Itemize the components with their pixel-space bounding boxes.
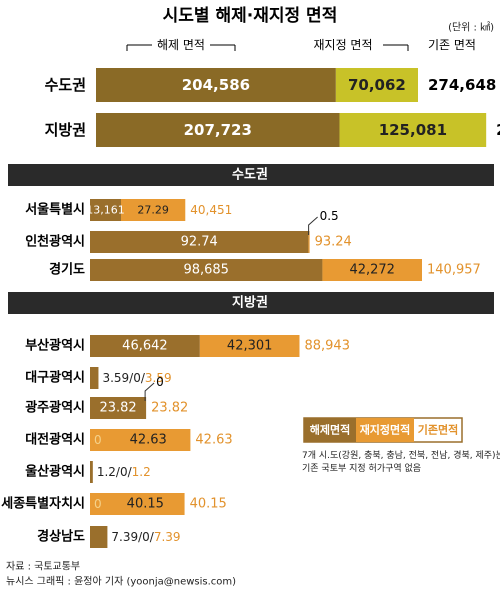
source-text: 자료 : 국토교통부: [6, 561, 80, 573]
chart-title: 시도별 해제·재지정 면적: [163, 6, 338, 26]
section-header-title: 지방권: [232, 295, 268, 311]
value-existing: 42.63: [195, 433, 232, 448]
value-combined-part: 1.2: [132, 465, 151, 479]
section-header-bar: [8, 292, 494, 314]
bar-redesignated: [199, 335, 300, 357]
unit-label: (단위 : ㎢): [448, 21, 494, 34]
row-label: 대전광역시: [25, 432, 85, 448]
value-released: 13,161: [86, 204, 125, 217]
bar-released: [90, 397, 147, 419]
value-combined-part: 0/: [133, 371, 146, 385]
bar-redesignated: [90, 429, 191, 451]
header-existing-label: 기존 면적: [428, 38, 476, 52]
header-released-label: 해제 면적: [157, 38, 205, 52]
bar-redesignated: [90, 493, 185, 515]
row-label: 서울특별시: [25, 202, 85, 218]
value-redesignated: 40.15: [127, 497, 164, 512]
value-redesignated: 0: [156, 375, 164, 389]
note-line: 7개 시.도(강원, 충북, 충남, 전북, 전남, 경북, 제주)는: [302, 449, 500, 461]
top-value-existing: 207,723: [496, 121, 500, 139]
value-redesignated: 42.63: [130, 433, 167, 448]
value-released: 46,642: [122, 339, 168, 354]
header-redesignated-label: 재지정 면적: [313, 38, 372, 52]
row-label: 울산광역시: [25, 464, 85, 480]
row-label: 세종특별자치시: [1, 496, 85, 512]
top-value-redesignated: 125,081: [379, 121, 447, 139]
top-row-label: 지방권: [45, 121, 86, 139]
bar-redesignated: [308, 231, 310, 253]
value-released: 92.74: [181, 235, 218, 250]
value-released: 23.82: [99, 401, 136, 416]
value-combined-part: 7.39: [154, 530, 181, 544]
top-bar-released: [96, 68, 336, 102]
legend-label-released: 해제면적: [310, 423, 350, 437]
value-combined-part: 3.59: [145, 371, 172, 385]
top-bar-redesignated: [335, 68, 418, 102]
top-bar-redesignated: [339, 113, 487, 147]
top-value-existing: 274,648: [428, 76, 496, 94]
value-existing: 93.24: [315, 235, 352, 250]
row-label: 대구광역시: [25, 370, 85, 386]
row-label: 부산광역시: [25, 338, 85, 354]
bar-released: [90, 335, 200, 357]
legend-swatch-redesignated: [356, 418, 414, 442]
value-combined-label: 3.59/0/3.59: [102, 371, 171, 385]
section-header-title: 수도권: [232, 168, 268, 183]
value-released: 0: [94, 433, 102, 447]
value-released: 98,685: [183, 263, 229, 278]
value-combined-part: 0/: [120, 465, 133, 479]
value-redesignated: 27.29: [137, 204, 169, 217]
bar-released: [90, 231, 309, 253]
bar-redesignated: [322, 259, 422, 281]
row-label: 경상남도: [37, 529, 85, 545]
value-combined-label: 7.39/0/7.39: [111, 530, 180, 544]
value-combined-part: 3.59/: [102, 371, 134, 385]
bar-released: [90, 526, 108, 548]
value-redesignated: 42,301: [227, 339, 273, 354]
row-label: 인천광역시: [25, 234, 85, 250]
top-value-redesignated: 70,062: [348, 76, 406, 94]
credit-text: 뉴시스 그래픽 : 윤정아 기자 (yoonja@newsis.com): [6, 576, 236, 588]
top-value-released: 207,723: [184, 121, 252, 139]
value-existing: 140,957: [427, 263, 481, 278]
value-existing: 40.15: [190, 497, 227, 512]
value-combined-part: 7.39/: [111, 530, 143, 544]
callout-leader-line: [308, 216, 318, 235]
top-bar-released: [96, 113, 340, 147]
callout-leader-line: [144, 382, 155, 401]
section-header-bar: [8, 164, 494, 186]
legend-swatch-released: [304, 418, 356, 442]
value-existing: 23.82: [151, 401, 188, 416]
value-existing: 40,451: [190, 203, 232, 217]
value-released: 0: [94, 497, 102, 511]
bar-released: [90, 199, 121, 221]
value-combined-part: 1.2/: [97, 465, 121, 479]
bar-released: [90, 259, 323, 281]
value-existing: 88,943: [304, 339, 350, 354]
value-combined-label: 1.2/0/1.2: [97, 465, 151, 479]
legend-label-existing: 기존면적: [418, 423, 458, 437]
top-row-label: 수도권: [45, 76, 86, 94]
value-combined-part: 0/: [142, 530, 155, 544]
value-redesignated: 0.5: [320, 209, 339, 223]
row-label: 경기도: [49, 262, 85, 278]
bar-redesignated: [120, 199, 186, 221]
legend-label-redesignated: 재지정면적: [360, 423, 411, 437]
bar-released: [90, 367, 99, 389]
row-label: 광주광역시: [25, 400, 85, 416]
bar-released: [90, 461, 93, 483]
top-value-released: 204,586: [182, 76, 250, 94]
value-redesignated: 42,272: [349, 263, 395, 278]
note-line: 기존 국토부 지정 허가구역 없음: [302, 463, 421, 474]
